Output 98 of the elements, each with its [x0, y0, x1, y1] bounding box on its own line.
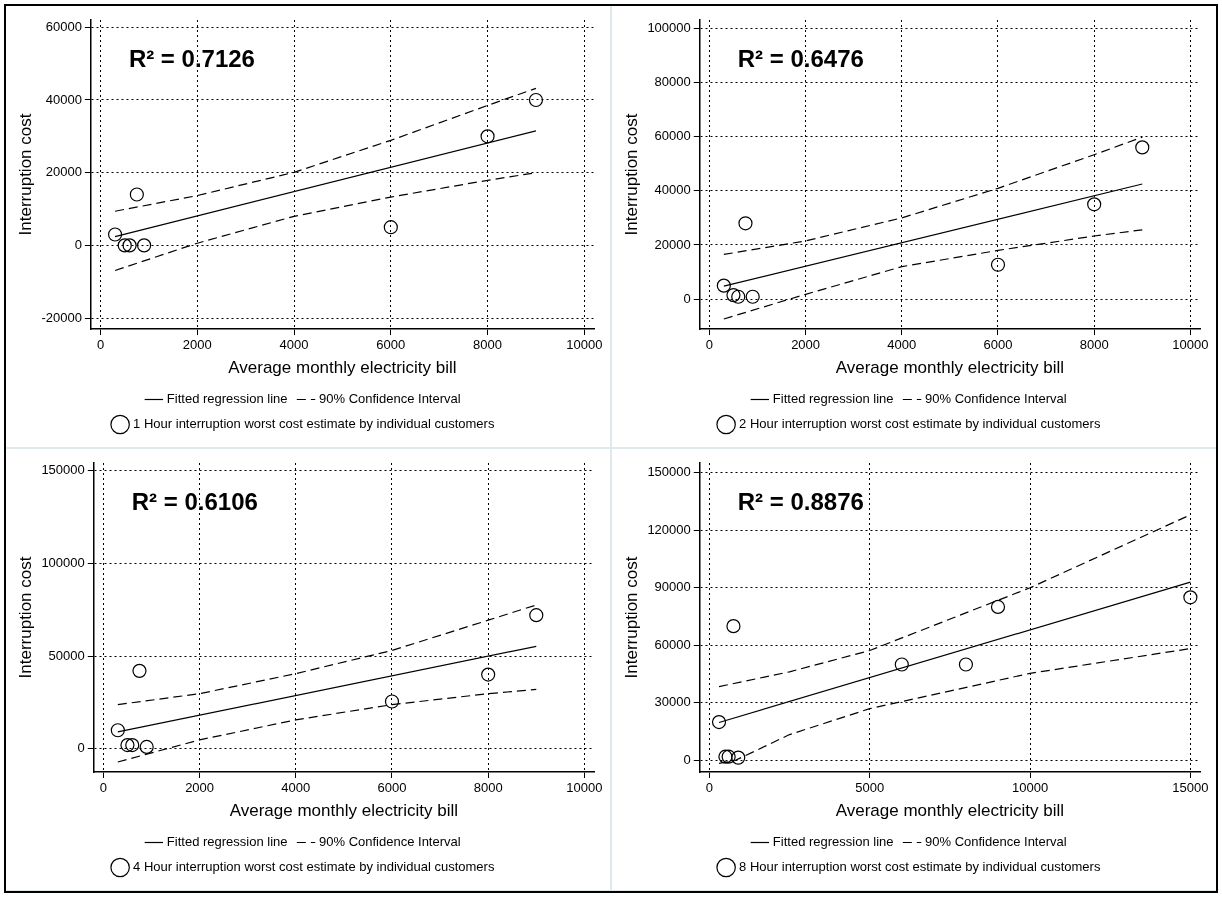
y-tick-label: 120000	[647, 521, 691, 537]
point	[1135, 140, 1150, 155]
x-tick-label: 6000	[376, 337, 406, 353]
legend-label: 2 Hour interruption worst cost estimate by individual customers	[739, 416, 1101, 432]
x-axis-title: Average monthly electricity bill	[835, 801, 1065, 821]
point	[738, 216, 753, 231]
point	[990, 257, 1006, 272]
x-tick-label: 0	[96, 337, 105, 353]
y-axis-title: Interruption cost	[15, 113, 35, 236]
y-tick-label: 0	[77, 740, 85, 756]
legend-label: 90% Confidence Interval	[319, 391, 461, 407]
point	[990, 599, 1006, 615]
y-axis-title: Interruption cost	[15, 556, 35, 679]
y-tick-label: -20000	[41, 309, 82, 325]
x-tick-label: 0	[705, 337, 714, 353]
x-tick-label: 8000	[473, 337, 503, 353]
point	[529, 608, 544, 623]
x-tick-label: 8000	[1079, 337, 1109, 353]
annotation: R² = 0.6476	[737, 44, 864, 72]
y-tick-label: 90000	[654, 579, 691, 595]
y-tick-label: 0	[74, 236, 82, 252]
x-tick-label: 10000	[566, 337, 603, 353]
y-tick-label: 60000	[654, 636, 691, 652]
x-tick-label: 6000	[377, 780, 407, 796]
y-axis-title: Interruption cost	[621, 556, 641, 679]
x-tick-label: 0	[705, 780, 714, 796]
y-tick-label: 0	[683, 752, 691, 768]
y-tick-label: 100000	[647, 19, 691, 35]
y-tick-label: 50000	[48, 647, 85, 663]
x-tick-label: 2000	[182, 337, 212, 353]
x-tick-label: 10000	[566, 780, 603, 796]
x-tick-label: 2000	[791, 337, 821, 353]
y-tick-label: 80000	[654, 73, 691, 89]
x-tick-label: 4000	[887, 337, 917, 353]
legend-label: 1 Hour interruption worst cost estimate by individual customers	[133, 416, 495, 432]
point	[731, 750, 746, 765]
y-tick-label: 40000	[654, 182, 691, 198]
y-tick-label: 20000	[45, 164, 82, 180]
point	[745, 289, 760, 304]
point	[120, 737, 135, 753]
y-tick-label: 60000	[45, 18, 82, 34]
x-tick-label: 2000	[185, 780, 215, 796]
point	[132, 663, 147, 678]
x-tick-label: 8000	[473, 780, 503, 796]
legend-label: Fitted regression line	[166, 391, 288, 407]
point	[528, 92, 544, 108]
x-tick-label: 10000	[1011, 780, 1049, 796]
x-tick-label: 15000	[1172, 780, 1209, 796]
x-tick-label: 6000	[983, 337, 1013, 353]
y-tick-label: 150000	[647, 464, 691, 480]
x-tick-label: 4000	[279, 337, 309, 353]
x-axis-title: Average monthly electricity bill	[228, 358, 457, 378]
point	[726, 288, 741, 303]
point	[731, 289, 746, 304]
legend-label: 90% Confidence Interval	[925, 391, 1067, 407]
legend-label: 8 Hour interruption worst cost estimate by individual customers	[739, 859, 1101, 875]
point	[1183, 590, 1198, 605]
legend-label: Fitted regression line	[772, 391, 894, 407]
point	[107, 227, 123, 242]
point	[110, 723, 125, 738]
point	[122, 238, 137, 253]
point	[384, 694, 400, 709]
legend-label: 90% Confidence Interval	[319, 834, 461, 850]
point	[125, 737, 140, 753]
legend-label: Fitted regression line	[166, 834, 288, 850]
point	[129, 187, 144, 202]
point	[117, 238, 132, 253]
point	[136, 238, 152, 253]
y-axis-title: Interruption cost	[621, 113, 641, 236]
legend-label: Fitted regression line	[772, 834, 894, 850]
legend-label: 4 Hour interruption worst cost estimate by individual customers	[133, 859, 495, 875]
x-tick-label: 0	[99, 780, 108, 796]
y-tick-label: 100000	[41, 554, 85, 570]
point	[480, 129, 495, 144]
annotation: R² = 0.6106	[131, 487, 258, 515]
y-tick-label: 30000	[654, 694, 691, 710]
point	[958, 657, 974, 672]
point	[1087, 197, 1102, 212]
x-axis-title: Average monthly electricity bill	[229, 801, 459, 821]
legend-label: 90% Confidence Interval	[925, 834, 1067, 850]
point	[894, 657, 909, 672]
y-tick-label: 40000	[45, 91, 82, 107]
point	[716, 278, 731, 293]
annotation: R² = 0.8876	[737, 487, 864, 515]
x-axis-title: Average monthly electricity bill	[835, 358, 1065, 378]
annotation: R² = 0.7126	[128, 44, 255, 72]
point	[711, 715, 727, 730]
point	[481, 667, 496, 682]
y-tick-label: 150000	[41, 462, 85, 477]
x-tick-label: 5000	[855, 780, 885, 796]
point	[383, 220, 398, 235]
point	[726, 619, 741, 634]
y-tick-label: 60000	[654, 128, 691, 144]
x-tick-label: 10000	[1172, 337, 1209, 353]
x-tick-label: 4000	[281, 780, 311, 796]
point	[139, 739, 154, 755]
y-tick-label: 20000	[654, 236, 691, 252]
y-tick-label: 0	[683, 290, 691, 306]
